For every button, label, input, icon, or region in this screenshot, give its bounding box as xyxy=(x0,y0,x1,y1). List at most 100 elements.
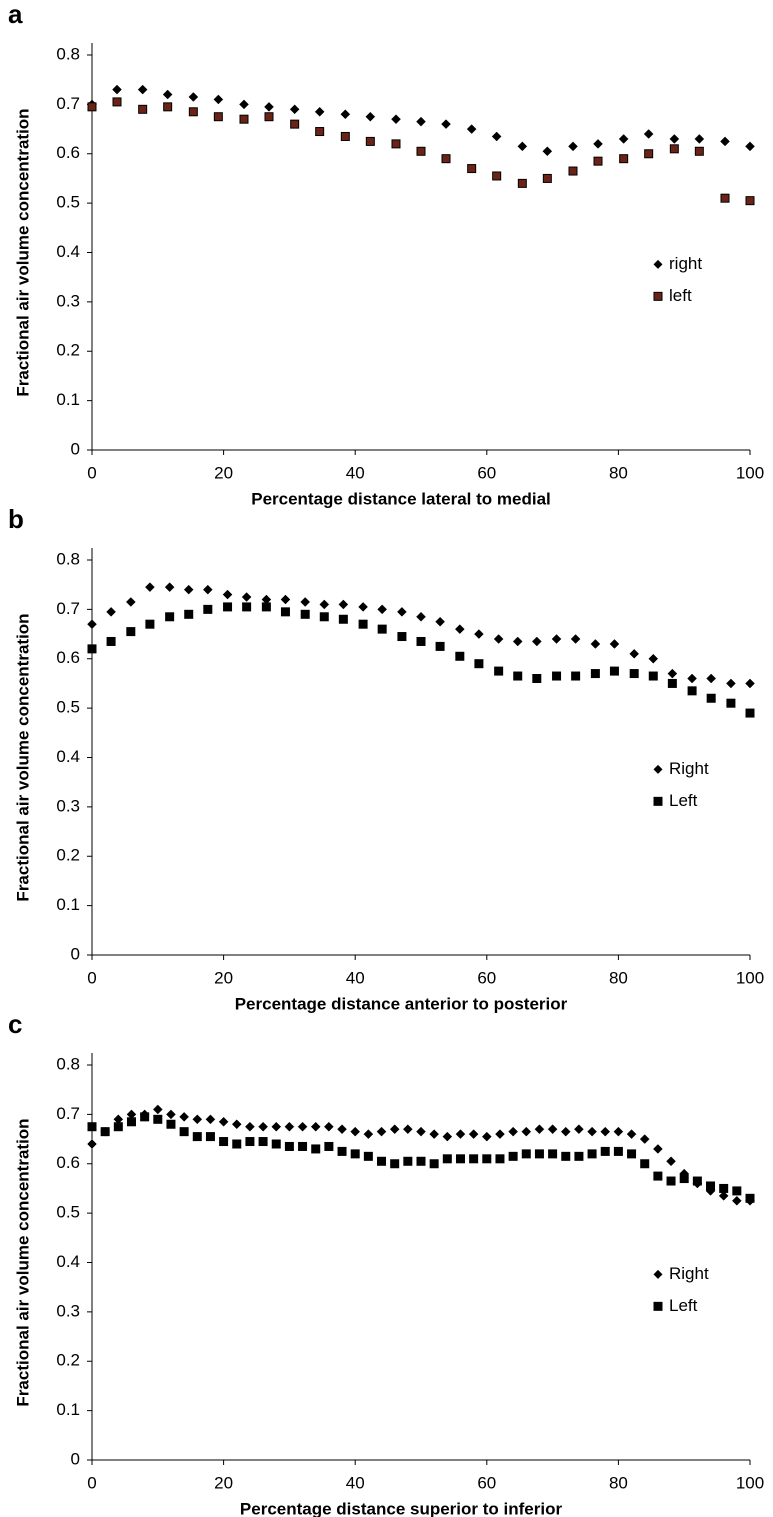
y-tick-label: 0.6 xyxy=(56,1153,80,1172)
y-tick-label: 0.3 xyxy=(56,1301,80,1320)
x-tick-label: 40 xyxy=(346,968,365,987)
point xyxy=(300,609,310,619)
point xyxy=(542,146,553,157)
point xyxy=(568,141,578,152)
point xyxy=(726,678,736,689)
point xyxy=(261,602,271,612)
point xyxy=(152,1104,163,1115)
point xyxy=(593,139,603,149)
point xyxy=(669,144,679,154)
point xyxy=(732,1186,742,1196)
point xyxy=(87,1122,97,1132)
x-tick-label: 0 xyxy=(87,463,96,482)
point xyxy=(455,651,465,661)
point xyxy=(495,1154,505,1164)
point xyxy=(745,708,755,718)
point xyxy=(125,597,136,607)
point xyxy=(350,1149,360,1159)
point xyxy=(570,634,581,644)
point xyxy=(531,636,542,647)
point xyxy=(245,1121,255,1132)
point xyxy=(311,1144,321,1154)
point xyxy=(184,609,194,619)
point xyxy=(618,134,629,144)
point xyxy=(648,671,658,681)
y-tick-label: 0.4 xyxy=(56,747,80,766)
point xyxy=(300,597,311,607)
x-tick-label: 80 xyxy=(609,463,628,482)
x-tick-label: 60 xyxy=(477,463,496,482)
point xyxy=(391,139,401,149)
x-tick-label: 0 xyxy=(87,968,96,987)
point xyxy=(493,634,504,644)
point xyxy=(402,1124,413,1135)
point xyxy=(416,611,426,622)
point xyxy=(338,599,349,610)
legend-marker xyxy=(653,796,663,806)
point xyxy=(397,632,407,642)
point xyxy=(629,648,640,659)
point xyxy=(474,659,484,669)
point xyxy=(508,1151,518,1161)
point xyxy=(324,1121,334,1132)
point xyxy=(416,116,426,127)
point xyxy=(669,134,680,144)
point xyxy=(166,1109,176,1120)
point xyxy=(429,1129,440,1139)
point xyxy=(271,1121,282,1132)
point xyxy=(239,99,249,110)
point xyxy=(653,1171,663,1181)
point xyxy=(87,644,97,654)
point xyxy=(687,686,697,696)
point xyxy=(205,1114,216,1125)
point xyxy=(469,1154,479,1164)
x-tick-label: 100 xyxy=(736,463,764,482)
point xyxy=(482,1154,492,1164)
point xyxy=(165,612,175,622)
point xyxy=(315,127,325,137)
point xyxy=(416,146,426,156)
x-tick-label: 80 xyxy=(609,968,628,987)
point xyxy=(390,1159,400,1169)
point xyxy=(643,129,654,139)
point xyxy=(718,1190,729,1201)
point xyxy=(284,1121,295,1132)
point xyxy=(600,1146,610,1156)
point xyxy=(112,97,122,107)
panel-label: a xyxy=(8,0,23,29)
point xyxy=(223,602,233,612)
x-tick-label: 0 xyxy=(87,1473,96,1492)
y-tick-label: 0.8 xyxy=(56,549,80,568)
point xyxy=(627,1149,637,1159)
y-tick-label: 0.2 xyxy=(56,1351,80,1370)
point xyxy=(319,599,330,610)
point xyxy=(442,1154,452,1164)
point xyxy=(297,1121,308,1132)
point xyxy=(264,101,274,112)
point xyxy=(513,671,523,681)
point xyxy=(163,102,173,112)
y-tick-label: 0.6 xyxy=(56,648,80,667)
point xyxy=(666,1156,676,1167)
point xyxy=(429,1159,439,1169)
y-tick-label: 0.8 xyxy=(56,44,80,63)
point xyxy=(213,94,224,105)
point xyxy=(720,193,730,203)
y-tick-label: 0.4 xyxy=(56,242,80,261)
x-axis-label: Percentage distance superior to inferior xyxy=(240,1499,563,1517)
point xyxy=(338,614,348,624)
point xyxy=(162,89,173,100)
point xyxy=(694,134,705,144)
point xyxy=(284,1141,294,1151)
point xyxy=(192,1114,203,1125)
point xyxy=(391,114,401,125)
legend-label: right xyxy=(669,254,702,273)
point xyxy=(140,1112,150,1122)
point xyxy=(587,1149,597,1159)
point xyxy=(242,602,252,612)
point xyxy=(648,653,659,664)
x-tick-label: 100 xyxy=(736,968,764,987)
point xyxy=(319,612,329,622)
point xyxy=(587,1126,597,1137)
point xyxy=(241,592,252,602)
